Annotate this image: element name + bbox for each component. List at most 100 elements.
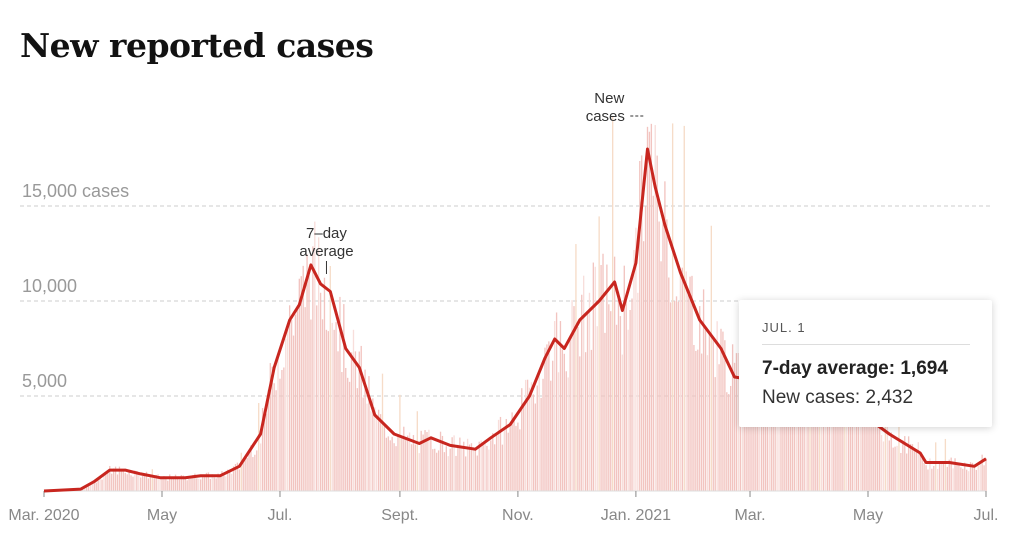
new-cases-bar xyxy=(503,429,506,491)
new-cases-bar xyxy=(486,445,488,491)
new-cases-bar xyxy=(401,436,403,491)
new-cases-bar xyxy=(256,450,258,491)
new-cases-bar xyxy=(515,425,517,491)
new-cases-bar xyxy=(815,415,817,491)
new-cases-bar xyxy=(702,289,705,491)
new-cases-bar xyxy=(134,470,136,491)
new-cases-bar xyxy=(335,322,337,491)
new-cases-bar xyxy=(936,468,939,491)
new-cases-bar xyxy=(745,372,747,491)
new-cases-bar xyxy=(592,262,595,491)
new-cases-bar xyxy=(687,294,689,491)
y-tick-label: 10,000 xyxy=(22,276,77,296)
new-cases-bar xyxy=(834,412,836,491)
new-cases-bar xyxy=(735,353,738,491)
new-cases-bar xyxy=(635,227,637,491)
x-tick-label: Jul. xyxy=(268,507,293,524)
new-cases-bar xyxy=(428,429,430,491)
new-cases-bar xyxy=(938,462,941,491)
tooltip: JUL. 1 7-day average: 1,694 New cases: 2… xyxy=(739,300,992,427)
new-cases-bar xyxy=(940,462,943,491)
new-cases-bar xyxy=(795,398,798,491)
new-cases-bar xyxy=(751,393,753,491)
new-cases-bar xyxy=(695,350,697,491)
new-cases-bar xyxy=(83,486,86,491)
new-cases-bar xyxy=(956,463,958,491)
new-cases-bar xyxy=(345,367,347,491)
new-cases-bar xyxy=(720,328,722,491)
new-cases-bar xyxy=(902,440,904,491)
new-cases-bar xyxy=(977,465,979,491)
new-cases-bar xyxy=(699,306,701,491)
new-cases-bar xyxy=(298,278,300,491)
new-cases-bar xyxy=(598,216,600,491)
new-cases-bar xyxy=(159,478,161,491)
new-cases-bar xyxy=(662,219,664,491)
new-cases-bar xyxy=(492,433,494,491)
new-cases-bar xyxy=(190,478,192,491)
new-cases-bar xyxy=(590,349,593,491)
new-cases-bar xyxy=(840,388,842,491)
new-cases-bar xyxy=(861,408,863,491)
new-cases-bar xyxy=(704,329,707,491)
new-cases-bar xyxy=(333,329,335,491)
new-cases-bar xyxy=(277,353,279,491)
new-cases-bar xyxy=(818,380,821,491)
new-cases-bar xyxy=(803,379,805,491)
new-cases-bar xyxy=(112,468,115,491)
new-cases-bar xyxy=(801,387,803,491)
new-cases-bar xyxy=(497,419,500,491)
new-cases-bar xyxy=(911,444,914,491)
new-cases-bar xyxy=(604,332,606,491)
new-cases-bar xyxy=(573,306,575,491)
new-cases-bar xyxy=(722,331,724,491)
new-cases-bar xyxy=(540,397,542,491)
new-cases-bar xyxy=(85,485,88,491)
new-cases-bar xyxy=(325,329,328,491)
new-cases-bar xyxy=(759,406,761,491)
new-cases-bar xyxy=(294,314,297,491)
new-cases-bar xyxy=(259,443,262,491)
new-cases-bar xyxy=(907,436,910,491)
new-cases-bar xyxy=(331,322,333,491)
new-cases-bar xyxy=(447,456,449,491)
new-cases-bar xyxy=(285,338,287,491)
new-cases-bar xyxy=(962,468,964,491)
x-axis: Mar. 2020 May Jul. Sept. Nov. Jan. 2021 Mar. Ma… xyxy=(8,490,998,524)
new-cases-bar xyxy=(942,462,945,491)
new-cases-bar xyxy=(414,444,417,491)
new-cases-bar xyxy=(263,412,266,491)
new-cases-bar xyxy=(743,400,745,491)
new-cases-bar xyxy=(118,466,121,491)
x-tick-label: Sept. xyxy=(381,507,418,524)
new-cases-bar xyxy=(509,424,511,491)
new-cases-bar xyxy=(536,385,538,491)
new-cases-bar xyxy=(449,448,451,491)
new-cases-bar xyxy=(894,446,896,491)
new-cases-bar xyxy=(871,404,873,491)
new-cases-bar xyxy=(880,435,883,491)
new-cases-bar xyxy=(828,403,830,491)
chart-title: New reported cases xyxy=(20,26,374,65)
new-cases-bar xyxy=(321,319,324,491)
new-cases-bar xyxy=(867,422,869,491)
new-cases-bar xyxy=(358,351,360,491)
new-cases-bar xyxy=(677,301,680,491)
new-cases-bar xyxy=(453,435,455,491)
new-cases-bar xyxy=(451,437,453,491)
new-cases-bar xyxy=(757,386,759,491)
new-cases-bar xyxy=(186,480,188,491)
new-cases-bar xyxy=(824,388,827,491)
new-cases-bar xyxy=(399,394,401,491)
new-cases-bar xyxy=(797,375,800,491)
new-cases-bar xyxy=(132,476,134,491)
new-cases-bar xyxy=(627,329,629,491)
new-cases-bar xyxy=(542,378,544,491)
new-cases-bar xyxy=(136,470,138,491)
new-cases-bar xyxy=(639,161,641,492)
new-cases-bar xyxy=(884,403,887,491)
new-cases-bar xyxy=(526,379,529,491)
new-cases-bar xyxy=(147,478,150,491)
new-cases-bar xyxy=(370,411,372,491)
